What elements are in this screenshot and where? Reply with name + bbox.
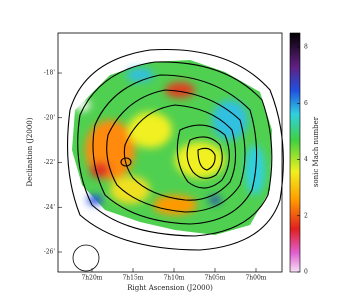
beam [72,244,100,272]
x-tick-label: 7h05m [204,275,225,282]
y-tick-label: -22' [44,159,56,166]
x-tick-label: 7h20m [81,275,102,282]
y-tick-label: -18' [44,70,56,77]
y-axis-label: Declination (J2000) [26,117,34,186]
y-tick-label: -26' [44,249,56,256]
colorbar-tick-label: 6 [304,100,308,107]
colorbar-tick-label: 0 [304,269,308,276]
x-tick-label: 7h00m [245,275,266,282]
colorbar-label: sonic Mach number [312,116,320,187]
colorbar-tick-label: 8 [304,44,308,51]
y-tick-label: -20' [44,114,56,121]
y-tick-label: -24' [44,204,56,211]
contours [67,48,284,251]
x-axis-label: Right Ascension (J2000) [127,284,213,292]
colorbar-tick-label: 4 [304,156,308,163]
x-tick-label: 7h15m [122,275,143,282]
x-tick-label: 7h10m [163,275,184,282]
colorbar-tick-label: 2 [304,212,308,219]
colorbar [289,32,301,273]
